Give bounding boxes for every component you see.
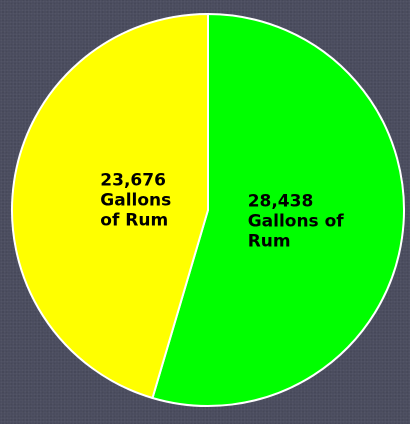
pie-slice-label-line: Gallons of <box>248 212 345 232</box>
pie-slice-0 <box>151 13 405 407</box>
pie-slice-label-line: Gallons <box>100 190 171 210</box>
pie-slice-label-line: 23,676 <box>100 170 166 190</box>
pie-slice-label-line: of Rum <box>100 210 168 230</box>
pie-slice-label-0: 28,438 Gallons of Rum <box>248 192 345 252</box>
pie-slice-1 <box>11 13 209 399</box>
pie-slice-label-1: 23,676 Gallons of Rum <box>100 170 171 230</box>
pie-slice-label-line: 28,438 <box>248 192 314 212</box>
pie-slice-label-line: Rum <box>248 232 291 252</box>
